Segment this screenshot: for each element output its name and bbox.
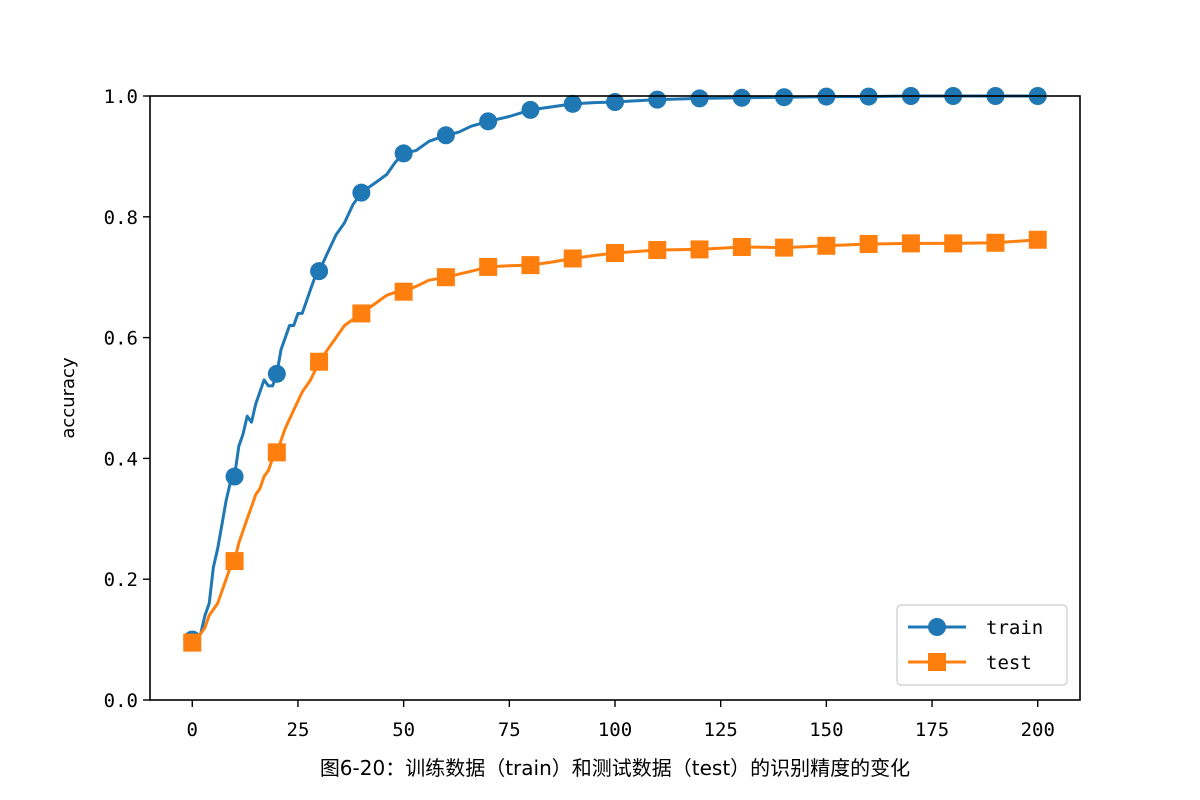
data-point-train xyxy=(563,94,582,113)
data-point-test xyxy=(436,268,455,287)
data-point-test xyxy=(648,241,667,260)
y-tick-label: 0.8 xyxy=(104,207,138,229)
data-point-train xyxy=(606,93,624,112)
data-point-train xyxy=(267,364,286,383)
data-point-test xyxy=(352,304,371,323)
x-tick-label: 25 xyxy=(287,719,310,741)
legend-train-marker xyxy=(928,618,946,636)
y-tick-label: 0.6 xyxy=(104,328,138,350)
x-tick-label: 75 xyxy=(498,719,521,741)
legend-test-label: test xyxy=(986,652,1032,674)
x-tick-label: 125 xyxy=(704,719,738,741)
data-point-test xyxy=(986,233,1005,252)
data-point-test xyxy=(479,257,498,276)
data-point-test xyxy=(817,236,836,255)
x-tick-label: 0 xyxy=(187,719,198,741)
data-point-test xyxy=(310,352,329,371)
x-tick-label: 200 xyxy=(1021,719,1055,741)
data-point-test xyxy=(394,282,413,301)
data-point-test xyxy=(732,238,751,256)
data-point-train xyxy=(521,100,540,119)
data-point-test xyxy=(225,552,244,571)
x-tick-label: 50 xyxy=(392,719,415,741)
data-point-test xyxy=(521,256,540,275)
y-axis: 0.0 0.2 0.4 0.6 0.8 1.0 xyxy=(104,86,150,712)
data-point-train xyxy=(310,262,329,281)
y-tick-label: 0.4 xyxy=(104,448,138,470)
data-point-train xyxy=(352,183,371,202)
data-point-test xyxy=(267,443,286,462)
data-point-test xyxy=(690,240,709,259)
x-axis: 0 25 50 75 100 125 150 175 200 xyxy=(187,700,1055,741)
data-point-test xyxy=(1028,230,1047,249)
figure-caption: 图6-20：训练数据（train）和测试数据（test）的识别精度的变化 xyxy=(320,756,910,780)
y-tick-label: 0.2 xyxy=(104,569,138,591)
legend: train test xyxy=(896,604,1068,686)
y-axis-label: accuracy xyxy=(58,357,79,439)
data-point-train xyxy=(479,112,498,131)
data-point-test xyxy=(563,249,582,268)
data-point-train xyxy=(225,467,244,486)
data-point-test xyxy=(183,633,202,652)
data-point-train xyxy=(394,144,413,163)
x-tick-label: 150 xyxy=(809,719,843,741)
data-point-train xyxy=(690,89,709,108)
data-point-train xyxy=(775,88,794,107)
y-tick-label: 1.0 xyxy=(104,86,138,108)
data-point-test xyxy=(944,234,963,253)
x-tick-label: 100 xyxy=(598,719,632,741)
y-tick-label: 0.0 xyxy=(104,690,138,712)
data-point-train xyxy=(648,90,667,109)
data-point-test xyxy=(901,234,920,253)
legend-test-marker xyxy=(928,653,946,671)
legend-train-label: train xyxy=(986,617,1043,639)
data-point-train xyxy=(732,88,751,107)
data-point-test xyxy=(606,244,624,263)
plot-area xyxy=(183,87,1047,652)
data-point-train xyxy=(436,126,455,145)
data-point-test xyxy=(859,234,878,253)
data-point-test xyxy=(775,238,794,257)
x-tick-label: 175 xyxy=(915,719,949,741)
